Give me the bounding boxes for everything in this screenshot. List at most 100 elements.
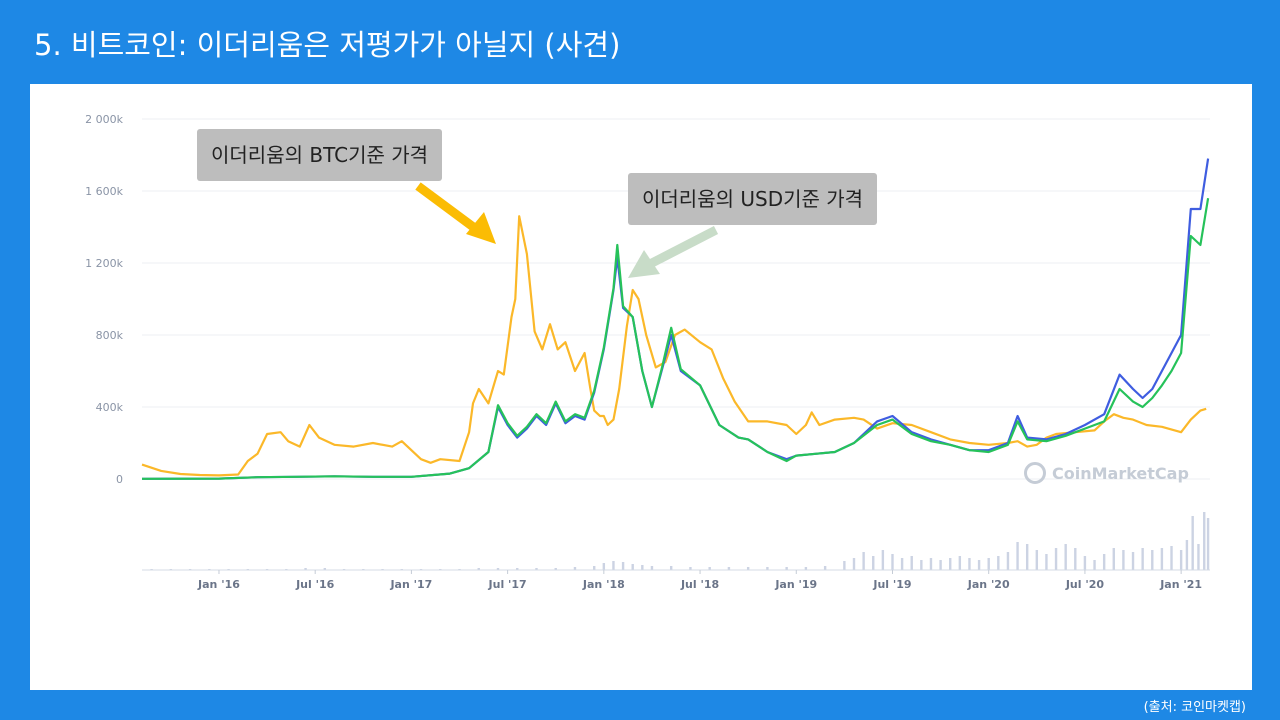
volume-bar bbox=[1170, 546, 1173, 570]
source-note: (출처: 코인마켓캡) bbox=[1143, 700, 1246, 715]
volume-bar bbox=[708, 567, 711, 570]
y-tick-label: 0 bbox=[116, 473, 123, 486]
x-tick-label: Jan '19 bbox=[774, 578, 817, 591]
volume-bar bbox=[669, 566, 673, 570]
coinmarketcap-logo-icon bbox=[1024, 462, 1046, 484]
volume-bar bbox=[650, 566, 654, 570]
x-tick-label: Jan '21 bbox=[1159, 578, 1202, 591]
volume-bars bbox=[142, 512, 1210, 571]
volume-bar bbox=[929, 558, 933, 570]
volume-bar bbox=[689, 567, 692, 570]
chart-panel: 2 000k 1 600k 1 200k 800k 400k 0 Jan '16 Jul '… bbox=[30, 84, 1252, 690]
volume-bar bbox=[852, 558, 856, 570]
volume-bar bbox=[1191, 516, 1194, 570]
volume-bar bbox=[843, 561, 846, 570]
usd-price-callout: 이더리움의 USD기준 가격 bbox=[628, 173, 878, 225]
volume-bar bbox=[910, 556, 913, 570]
volume-bar bbox=[987, 558, 990, 570]
volume-bar bbox=[766, 567, 769, 570]
volume-bar bbox=[872, 556, 875, 570]
x-tick-label: Jan '20 bbox=[967, 578, 1010, 591]
btc-arrow-head bbox=[466, 212, 496, 244]
y-tick-label: 800k bbox=[96, 329, 124, 342]
slide-title: 5. 비트코인: 이더리움은 저평가가 아닐지 (사견) bbox=[34, 28, 621, 62]
volume-bar bbox=[496, 568, 500, 570]
volume-bar bbox=[977, 560, 981, 570]
volume-bar bbox=[612, 561, 615, 570]
x-tick-label: Jul '16 bbox=[295, 578, 335, 591]
x-tick-label: Jul '19 bbox=[872, 578, 911, 591]
volume-bar bbox=[593, 566, 596, 570]
volume-bar bbox=[1179, 550, 1183, 570]
volume-bar bbox=[1016, 542, 1019, 570]
y-tick-label: 400k bbox=[96, 401, 124, 414]
volume-bar bbox=[304, 568, 307, 570]
volume-bar bbox=[1083, 556, 1087, 570]
y-tick-label: 1 200k bbox=[85, 257, 123, 270]
volume-bar bbox=[823, 566, 827, 570]
x-tick-label: Jul '17 bbox=[488, 578, 527, 591]
volume-bar bbox=[1035, 550, 1039, 570]
volume-bar bbox=[1151, 550, 1154, 570]
volume-bar bbox=[554, 568, 557, 570]
volume-bar bbox=[1093, 560, 1096, 570]
btc-price-callout: 이더리움의 BTC기준 가격 bbox=[197, 129, 443, 181]
volume-bar bbox=[1131, 552, 1135, 570]
x-tick-label: Jan '16 bbox=[197, 578, 240, 591]
volume-bar bbox=[477, 568, 480, 570]
volume-bar bbox=[516, 568, 519, 570]
volume-bar bbox=[573, 567, 577, 570]
volume-bar bbox=[1025, 544, 1029, 570]
volume-bar bbox=[881, 550, 885, 570]
volume-bar bbox=[323, 568, 327, 570]
series-line-btc bbox=[141, 215, 1207, 477]
volume-bar bbox=[1141, 548, 1144, 570]
series-lines bbox=[141, 158, 1210, 480]
volume-bar bbox=[1206, 518, 1210, 570]
grid-lines bbox=[142, 118, 1210, 480]
volume-bar bbox=[1102, 554, 1106, 570]
volume-bar bbox=[631, 564, 634, 570]
volume-bar bbox=[1006, 552, 1010, 570]
volume-bar bbox=[1064, 544, 1067, 570]
watermark-text: CoinMarketCap bbox=[1052, 463, 1189, 483]
volume-bar bbox=[602, 563, 606, 570]
volume-bar bbox=[891, 554, 894, 570]
volume-bar bbox=[641, 565, 644, 570]
volume-bar bbox=[1112, 548, 1115, 570]
volume-bar bbox=[746, 567, 750, 570]
coinmarketcap-watermark: CoinMarketCap bbox=[1024, 462, 1189, 484]
volume-bar bbox=[1185, 540, 1189, 570]
volume-bar bbox=[1045, 554, 1048, 570]
volume-bar bbox=[785, 567, 788, 570]
volume-bar bbox=[1197, 544, 1200, 570]
volume-bar bbox=[1074, 548, 1077, 570]
x-tick-label: Jan '18 bbox=[582, 578, 625, 591]
volume-bar bbox=[535, 568, 538, 570]
y-axis: 2 000k 1 600k 1 200k 800k 400k 0 bbox=[85, 113, 123, 486]
volume-bar bbox=[900, 558, 904, 570]
y-tick-label: 1 600k bbox=[85, 185, 123, 198]
volume-bar bbox=[1160, 548, 1164, 570]
volume-bar bbox=[968, 558, 971, 570]
x-axis: Jan '16 Jul '16 Jan '17 Jul '17 Jan '18 Jul '… bbox=[197, 570, 1202, 591]
volume-bar bbox=[727, 567, 731, 570]
x-tick-label: Jul '20 bbox=[1065, 578, 1105, 591]
ethereum-price-chart: 2 000k 1 600k 1 200k 800k 400k 0 Jan '16 Jul '… bbox=[85, 113, 1210, 591]
volume-bar bbox=[997, 556, 1000, 570]
volume-bar bbox=[804, 567, 808, 570]
btc-arrow-shaft bbox=[415, 182, 483, 236]
volume-bar bbox=[1054, 548, 1058, 570]
usd-arrow-head bbox=[628, 250, 660, 278]
volume-bar bbox=[949, 558, 952, 570]
callout-arrows bbox=[415, 182, 719, 278]
volume-bar bbox=[1122, 550, 1125, 570]
x-tick-label: Jan '17 bbox=[389, 578, 432, 591]
volume-bar bbox=[939, 560, 942, 570]
volume-bar bbox=[621, 562, 625, 570]
usd-arrow-shaft bbox=[647, 225, 719, 269]
x-tick-label: Jul '18 bbox=[680, 578, 719, 591]
volume-bar bbox=[920, 560, 923, 570]
y-tick-label: 2 000k bbox=[85, 113, 123, 126]
volume-bar bbox=[862, 552, 865, 570]
